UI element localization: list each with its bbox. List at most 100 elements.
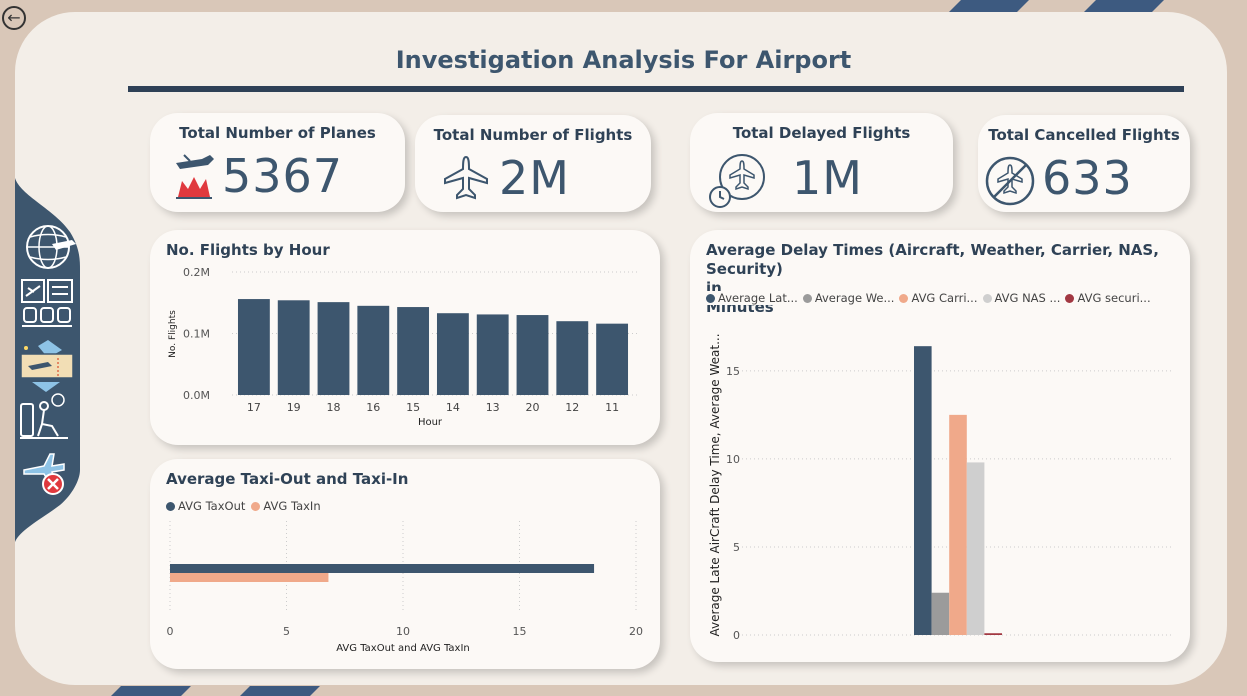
x-tick-label: 5 — [283, 625, 290, 638]
taxi-chart: 0 5 10 15 20 AVG TaxOut and AVG TaxIn — [167, 521, 643, 654]
boarding-pass-icon[interactable] — [18, 340, 78, 396]
delay-times-chart: 0 5 10 15 Average Late AirCraft Delay Time, … — [708, 333, 1172, 642]
y-tick-label: 0 — [733, 629, 740, 642]
y-tick-label: 15 — [726, 365, 740, 378]
kpi-value: 1M — [792, 151, 863, 205]
kpi-label: Total Number of Planes — [179, 124, 376, 142]
chart-title-line: Average Delay Times (Aircraft, Weather, … — [706, 241, 1159, 278]
bar — [357, 305, 390, 395]
kpi-value: 5367 — [222, 149, 344, 203]
bar — [277, 300, 310, 395]
bar — [516, 315, 549, 395]
kpi-card-flights: Total Number of Flights 2M — [415, 115, 651, 212]
x-tick-label: 19 — [287, 401, 301, 414]
taxi-legend: AVG TaxOut AVG TaxIn — [166, 499, 321, 513]
legend-item[interactable]: Average Lat... — [706, 291, 798, 305]
x-tick-label: 12 — [565, 401, 579, 414]
arrow-left-circle-icon[interactable]: ← — [2, 6, 26, 30]
legend-item[interactable]: AVG TaxIn — [251, 499, 321, 513]
x-tick-label: 10 — [396, 625, 410, 638]
decor-stripe — [240, 686, 320, 696]
legend-dot — [251, 501, 261, 511]
kpi-card-delayed: Total Delayed Flights 1M — [690, 113, 953, 212]
y-tick-label: 0.2M — [183, 266, 210, 279]
legend-dot — [899, 293, 909, 303]
x-tick-label: 17 — [247, 401, 261, 414]
legend-dot — [706, 293, 715, 303]
kpi-value: 633 — [1042, 151, 1133, 205]
legend-dot — [982, 293, 992, 303]
plane-clock-icon — [709, 154, 765, 208]
chart-title: No. Flights by Hour — [166, 241, 330, 259]
cancelled-flight-icon[interactable] — [20, 452, 70, 498]
y-axis-label: No. Flights — [168, 310, 178, 358]
y-tick-label: 0.0M — [183, 389, 210, 402]
bar — [436, 313, 469, 395]
kpi-label: Total Number of Flights — [433, 126, 633, 144]
x-tick-label: 16 — [366, 401, 380, 414]
x-axis-label: Hour — [418, 417, 443, 428]
x-tick-label: 15 — [406, 401, 420, 414]
legend-label: Average We... — [814, 291, 895, 305]
bar — [984, 633, 1002, 635]
x-tick-label: 18 — [327, 401, 341, 414]
bar — [170, 564, 595, 573]
bar — [237, 299, 270, 395]
x-axis-label: AVG TaxOut and AVG TaxIn — [336, 643, 470, 654]
y-tick-label: 5 — [733, 541, 740, 554]
decor-stripe — [111, 686, 191, 696]
legend-label: AVG NAS ... — [994, 291, 1061, 305]
kpi-card-planes: Total Number of Planes 5367 — [150, 113, 405, 212]
plane-icon — [444, 155, 488, 200]
legend-label: AVG Carri... — [911, 291, 978, 305]
legend-dot — [1065, 293, 1075, 303]
plane-fire-icon — [176, 154, 214, 199]
y-tick-label: 10 — [726, 453, 740, 466]
decor-stripe — [1084, 0, 1164, 12]
legend-item[interactable]: AVG Carri... — [899, 291, 978, 305]
y-axis-label: Average Late AirCraft Delay Time, Averag… — [708, 333, 722, 636]
taxi-card: Average Taxi-Out and Taxi-In AVG TaxOut … — [150, 459, 660, 669]
flights-by-hour-card: No. Flights by Hour 0.0M 0.1M 0.2M No. Flig… — [150, 230, 660, 445]
legend-label: Average Lat... — [718, 291, 798, 305]
kpi-card-cancelled: Total Cancelled Flights 633 — [978, 115, 1190, 212]
x-tick-label: 0 — [167, 625, 174, 638]
bar — [949, 414, 967, 635]
page-title: Investigation Analysis For Airport — [395, 46, 852, 74]
x-tick-label: 13 — [486, 401, 500, 414]
x-tick-label: 11 — [605, 401, 619, 414]
no-plane-icon — [985, 156, 1035, 206]
bar — [397, 307, 430, 395]
bar — [596, 323, 629, 395]
legend-label: AVG securi... — [1077, 291, 1151, 305]
legend-item[interactable]: AVG NAS ... — [982, 291, 1061, 305]
globe-plane-icon[interactable] — [22, 222, 78, 272]
legend-dot — [166, 501, 175, 511]
legend-item[interactable]: AVG TaxOut — [166, 499, 245, 513]
legend-label: AVG TaxOut — [178, 499, 246, 513]
kpi-label: Total Cancelled Flights — [988, 126, 1180, 144]
legend-item[interactable]: Average We... — [802, 291, 895, 305]
bar — [317, 302, 350, 395]
kpi-value: 2M — [499, 151, 570, 205]
delay-legend: Average Lat... Average We... AVG Carri..… — [706, 291, 1151, 305]
decor-stripe — [949, 0, 1029, 12]
flights-by-hour-chart: 0.0M 0.1M 0.2M No. Flights 17 19 18 16 15 14 13 20 1… — [168, 266, 640, 428]
bar — [170, 573, 329, 582]
title-divider — [128, 86, 1184, 92]
passenger-waiting-icon[interactable] — [18, 392, 74, 442]
x-tick-label: 14 — [446, 401, 460, 414]
x-tick-label: 15 — [513, 625, 527, 638]
bar — [476, 314, 509, 395]
y-tick-label: 0.1M — [183, 328, 210, 341]
x-tick-label: 20 — [629, 625, 643, 638]
departure-board-icon[interactable] — [20, 278, 76, 332]
kpi-label: Total Delayed Flights — [732, 124, 911, 142]
x-tick-label: 20 — [526, 401, 540, 414]
chart-title: Average Taxi-Out and Taxi-In — [166, 470, 409, 488]
legend-item[interactable]: AVG securi... — [1065, 291, 1151, 305]
bar — [556, 321, 589, 395]
bar — [914, 346, 932, 635]
bar — [931, 592, 950, 635]
bar — [966, 462, 985, 635]
